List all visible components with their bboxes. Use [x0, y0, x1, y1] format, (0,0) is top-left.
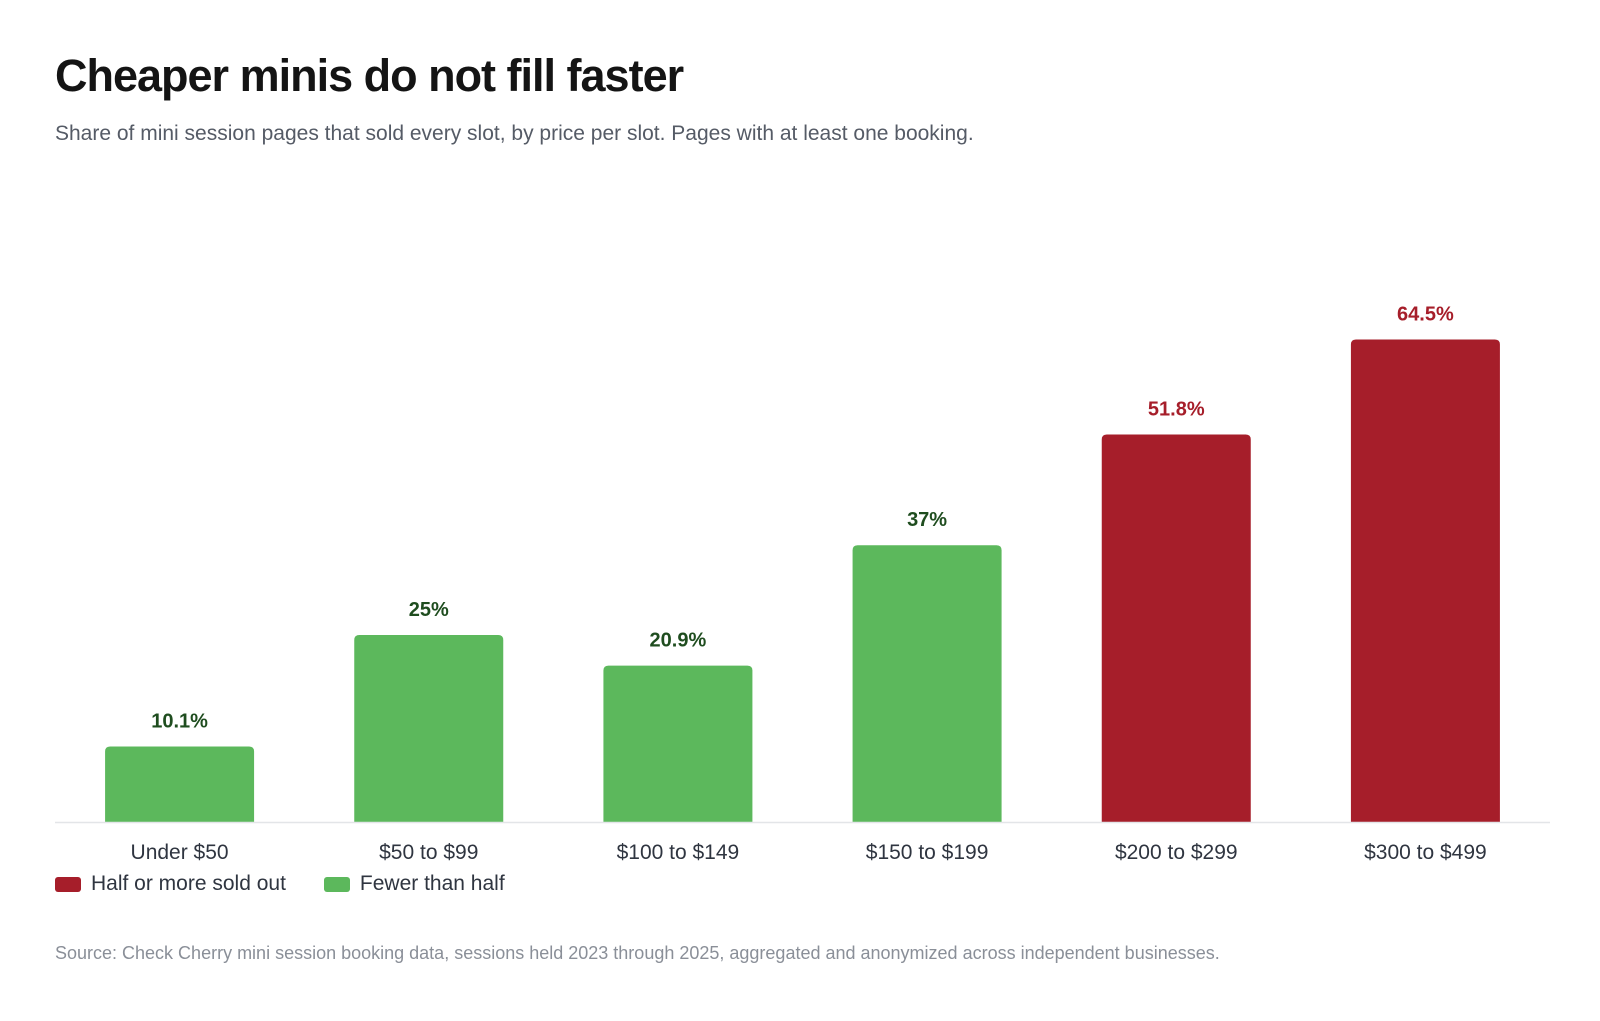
bar-0: [105, 746, 255, 822]
category-label-5: $300 to $499: [1364, 841, 1487, 864]
category-label-3: $150 to $199: [866, 841, 989, 864]
chart-subtitle: Share of mini session pages that sold ev…: [55, 122, 974, 145]
value-label-3: 37%: [907, 509, 947, 531]
bars-group: [105, 339, 1500, 822]
labels-group: 10.1% Under $50 25% $50 to $99 20.9% $100 to …: [131, 304, 1487, 864]
category-label-4: $200 to $299: [1115, 841, 1238, 864]
value-label-5: 64.5%: [1397, 304, 1454, 326]
value-label-1: 25%: [409, 599, 449, 621]
legend-swatch-fewer-than-half: [323, 876, 350, 892]
value-label-2: 20.9%: [650, 630, 707, 652]
legend-swatch-half-or-more: [55, 876, 81, 892]
legend-label-fewer-than-half: Fewer than half: [359, 872, 505, 895]
category-label-1: $50 to $99: [379, 841, 478, 864]
value-label-0: 10.1%: [151, 710, 208, 732]
legend: Half or more sold out Fewer than half: [55, 872, 505, 896]
source-note: Source: Check Cherry mini session bookin…: [55, 943, 1220, 963]
category-label-0: Under $50: [131, 841, 229, 864]
chart-title: Cheaper minis do not fill faster: [55, 50, 684, 101]
bar-5: [1350, 339, 1500, 822]
legend-label-half-or-more: Half or more sold out: [91, 872, 286, 895]
value-label-4: 51.8%: [1148, 399, 1205, 421]
bar-3: [852, 545, 1002, 822]
bar-1: [354, 635, 504, 822]
bar-4: [1101, 434, 1251, 822]
legend-item-fewer-than-half: Fewer than half: [323, 872, 505, 896]
legend-item-half-or-more: Half or more sold out: [55, 872, 286, 896]
category-label-2: $100 to $149: [617, 841, 740, 864]
bar-2: [603, 665, 753, 822]
